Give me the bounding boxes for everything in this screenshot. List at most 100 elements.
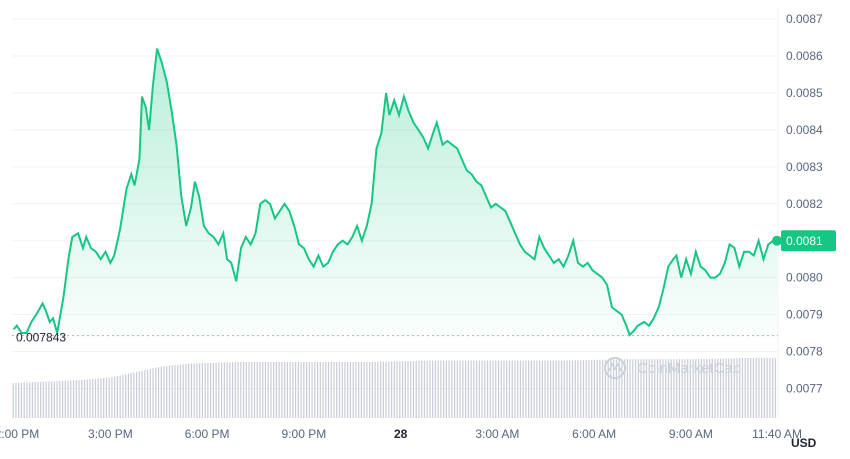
- volume-bar: [226, 362, 228, 418]
- volume-bar: [549, 360, 552, 418]
- volume-bar: [412, 361, 415, 418]
- volume-bar: [456, 360, 458, 418]
- volume-bar: [410, 361, 412, 418]
- x-axis: 12:00 PM 3:00 PM 6:00 PM 9:00 PM 28 3:00 AM 6:…: [0, 427, 802, 441]
- volume-bar: [722, 358, 724, 418]
- volume-bar: [72, 380, 75, 418]
- volume-bar: [51, 381, 53, 418]
- volume-bar: [330, 362, 332, 418]
- x-tick-label: 11:40 AM: [752, 427, 802, 441]
- x-tick-label: 9:00 PM: [282, 427, 327, 441]
- volume-bar: [640, 359, 642, 418]
- price-line-up: [12, 48, 777, 336]
- volume-bar: [506, 360, 508, 418]
- volume-bar: [374, 361, 376, 418]
- volume-bar: [70, 380, 72, 418]
- volume-bar: [141, 370, 143, 418]
- volume-bar: [464, 360, 467, 418]
- volume-bar: [130, 373, 132, 418]
- volume-bar: [48, 381, 50, 418]
- volume-bar: [218, 362, 220, 418]
- volume-bar: [103, 378, 105, 418]
- volume-bar: [61, 380, 64, 418]
- volume-bar: [470, 360, 472, 418]
- volume-bar: [613, 359, 615, 418]
- volume-bar: [530, 360, 532, 418]
- volume-bar: [448, 360, 450, 418]
- volume-bar: [560, 360, 563, 418]
- volume-bar: [497, 360, 500, 418]
- volume-bar: [292, 362, 294, 418]
- y-tick-label: 0.0079: [786, 308, 823, 322]
- volume-bar: [149, 368, 151, 418]
- volume-bar: [396, 361, 398, 418]
- volume-bar: [204, 363, 206, 418]
- volume-bar: [654, 359, 656, 418]
- volume-bar: [385, 361, 387, 418]
- volume-bar: [116, 376, 119, 418]
- volume-bar: [763, 357, 766, 418]
- currency-unit-label: USD: [791, 436, 817, 450]
- x-tick-label: 6:00 AM: [572, 427, 616, 441]
- volume-bar: [717, 358, 719, 418]
- volume-bar: [774, 357, 776, 418]
- volume-bar: [407, 361, 409, 418]
- volume-bar: [539, 360, 541, 418]
- volume-bar: [706, 358, 708, 418]
- volume-bar: [593, 359, 596, 418]
- volume-bar: [15, 382, 17, 418]
- volume-bar: [651, 359, 653, 418]
- volume-bar: [418, 360, 420, 418]
- volume-bar: [86, 379, 88, 418]
- volume-bar: [580, 360, 582, 418]
- volume-bar: [37, 381, 39, 418]
- volume-bar: [607, 359, 609, 418]
- volume-bar: [196, 363, 198, 418]
- volume-bar: [725, 358, 727, 418]
- volume-bar: [393, 361, 395, 418]
- volume-bar: [210, 362, 212, 418]
- volume-bar: [533, 360, 535, 418]
- volume-bar: [558, 360, 560, 418]
- volume-bar: [363, 362, 365, 418]
- volume-bar: [352, 362, 354, 418]
- volume-bar: [544, 360, 546, 418]
- current-price-dot[interactable]: [772, 235, 783, 246]
- volume-bar: [316, 362, 319, 418]
- y-axis: 0.0087 0.0086 0.0085 0.0084 0.0083 0.0082 0.00…: [786, 12, 823, 395]
- volume-bar: [382, 361, 384, 418]
- volume-bar: [588, 360, 590, 418]
- volume-bar: [53, 381, 55, 418]
- volume-bar: [237, 362, 239, 418]
- volume-bar: [552, 360, 554, 418]
- volume-bar: [632, 359, 634, 418]
- volume-bar: [495, 360, 497, 418]
- volume-bar: [242, 362, 245, 418]
- volume-bar: [744, 358, 746, 418]
- volume-bar: [166, 365, 168, 418]
- volume-bar: [555, 360, 557, 418]
- volume-bar: [295, 362, 297, 418]
- volume-bar: [78, 380, 80, 418]
- volume-bar: [284, 362, 286, 418]
- volume-bar: [656, 359, 659, 418]
- y-tick-label: 0.0078: [786, 345, 823, 359]
- volume-bar: [75, 380, 77, 418]
- volume-bar: [341, 362, 343, 418]
- volume-bar: [366, 362, 368, 418]
- volume-bar: [585, 360, 587, 418]
- volume-bar: [248, 362, 250, 418]
- volume-bar: [179, 364, 182, 418]
- volume-bar: [133, 372, 135, 418]
- volume-bar: [59, 381, 61, 418]
- y-tick-label: 0.0084: [786, 123, 823, 137]
- volume-bar: [40, 381, 42, 418]
- volume-bar: [157, 367, 160, 418]
- x-tick-label: 3:00 AM: [475, 427, 519, 441]
- volume-bar: [234, 362, 236, 418]
- volume-bar: [423, 360, 426, 418]
- volume-bar: [182, 364, 184, 418]
- volume-bar: [314, 362, 316, 418]
- volume-bar: [23, 382, 25, 418]
